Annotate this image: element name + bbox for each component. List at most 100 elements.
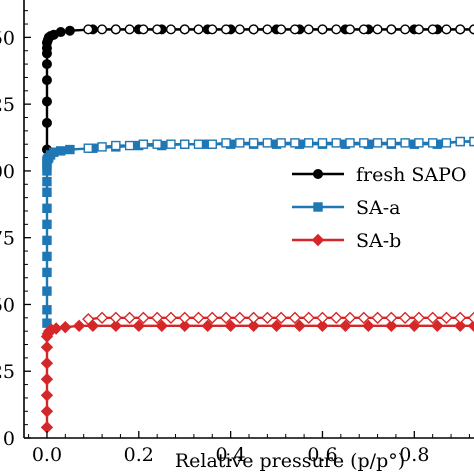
series-1-desorption-point bbox=[358, 24, 369, 35]
series-3-adsorption-point bbox=[408, 319, 421, 333]
series-1-desorption-point bbox=[152, 24, 163, 35]
series-3-desorption-point bbox=[219, 311, 233, 325]
series-1 bbox=[41, 24, 474, 155]
series-3-desorption-point bbox=[247, 311, 260, 325]
series-3-adsorption-point bbox=[40, 357, 54, 370]
series-3-adsorption-point bbox=[109, 319, 123, 333]
series-3-desorption-point bbox=[192, 311, 205, 325]
series-1-desorption-point bbox=[427, 24, 438, 35]
series-3-desorption-point bbox=[316, 311, 329, 325]
series-2-desorption-point bbox=[248, 138, 259, 148]
series-2-desorption-point bbox=[400, 138, 410, 148]
legend: fresh SAPO SA-a SA-b bbox=[292, 164, 466, 252]
series-3-desorption-point bbox=[288, 311, 302, 325]
series-3-desorption-point bbox=[467, 311, 474, 325]
series-1-desorption-point bbox=[331, 24, 342, 35]
series-3-desorption-point bbox=[302, 311, 315, 325]
series-1-desorption-point bbox=[179, 24, 190, 35]
x-tick-label: 0.4 bbox=[216, 444, 246, 466]
series-1-adsorption-point bbox=[55, 27, 66, 38]
series-3-desorption-point bbox=[398, 311, 412, 325]
series-2 bbox=[42, 136, 474, 328]
series-3-adsorption-line bbox=[45, 324, 474, 428]
series-2-adsorption-point bbox=[56, 146, 66, 156]
y-tick-label: 150 bbox=[0, 27, 15, 49]
x-axis-label: Relative pressure (p/p°) bbox=[175, 450, 405, 472]
series-2-desorption-point bbox=[207, 139, 217, 149]
series-2-adsorption-point bbox=[42, 286, 52, 296]
axes-layer bbox=[23, 0, 474, 439]
ticks-layer: 0.0 0.2 0.4 0.6 0.8 0 25 50 75 100 125 150 bbox=[0, 10, 470, 466]
series-3-adsorption-point bbox=[293, 319, 306, 333]
series-3-adsorption-point bbox=[40, 421, 54, 434]
series-layer bbox=[40, 24, 474, 434]
series-1-desorption-point bbox=[276, 24, 287, 35]
series-3-adsorption-point bbox=[247, 319, 260, 333]
series-3-adsorption-point bbox=[224, 319, 237, 333]
y-tick-label: 125 bbox=[0, 94, 15, 116]
series-3-adsorption-point bbox=[40, 341, 54, 354]
series-2-desorption-point bbox=[166, 139, 176, 149]
series-3-desorption-point bbox=[454, 311, 467, 325]
series-3-desorption-point bbox=[426, 311, 439, 325]
series-3-adsorption-point bbox=[454, 319, 467, 333]
series-3-desorption-point bbox=[206, 311, 219, 325]
series-2-desorption-point bbox=[235, 138, 245, 148]
series-3-desorption-point bbox=[95, 311, 109, 325]
series-3-adsorption-point bbox=[132, 319, 145, 333]
x-tick-label: 0.8 bbox=[399, 444, 429, 466]
series-3-desorption-point bbox=[371, 311, 384, 325]
series-3-desorption-point bbox=[137, 311, 150, 325]
series-1-desorption-point bbox=[193, 24, 204, 35]
series-1-desorption-point bbox=[165, 24, 176, 35]
series-1-adsorption-point bbox=[41, 96, 52, 107]
series-2-desorption-point bbox=[262, 138, 273, 148]
series-3-adsorption-point bbox=[72, 319, 86, 333]
series-2-desorption-point bbox=[441, 138, 452, 148]
series-3-desorption-point bbox=[385, 311, 398, 325]
series-2-adsorption-point bbox=[42, 203, 52, 214]
series-2-desorption-point bbox=[414, 138, 424, 148]
series-3-desorption-point bbox=[412, 311, 426, 325]
series-1-desorption-point bbox=[400, 24, 411, 35]
series-1-desorption-point bbox=[413, 24, 424, 35]
series-3-adsorption-point bbox=[40, 405, 54, 418]
legend-label: SA-b bbox=[356, 230, 401, 252]
series-2-desorption-point bbox=[138, 139, 149, 149]
series-2-adsorption-point bbox=[42, 318, 52, 328]
legend-marker bbox=[313, 202, 323, 212]
series-3-desorption-point bbox=[357, 311, 370, 325]
legend-label: fresh SAPO bbox=[356, 164, 466, 186]
series-2-desorption-point bbox=[124, 140, 135, 151]
series-1-desorption-point bbox=[455, 24, 466, 35]
series-1-adsorption-point bbox=[41, 75, 52, 86]
series-1-desorption-point bbox=[248, 24, 259, 35]
x-tick-label: 0.0 bbox=[32, 444, 62, 466]
y-tick-label: 0 bbox=[3, 428, 15, 450]
series-3-adsorption-point bbox=[467, 319, 474, 333]
legend-entry: fresh SAPO bbox=[292, 164, 466, 186]
series-1-desorption-point bbox=[234, 24, 245, 35]
series-2-adsorption-point bbox=[42, 305, 52, 315]
series-3-desorption-point bbox=[178, 311, 191, 325]
series-2-desorption-point bbox=[152, 139, 162, 149]
series-2-desorption-point bbox=[290, 138, 300, 148]
legend-label: SA-a bbox=[356, 197, 401, 219]
series-2-desorption-point bbox=[97, 142, 107, 152]
series-3-adsorption-point bbox=[339, 319, 352, 333]
series-3-adsorption-point bbox=[362, 319, 375, 333]
legend-entry: SA-a bbox=[292, 197, 401, 219]
series-2-desorption-point bbox=[331, 138, 341, 148]
series-3-adsorption-point bbox=[431, 319, 444, 333]
series-1-adsorption-point bbox=[41, 117, 52, 128]
series-2-desorption-point bbox=[427, 138, 438, 148]
x-tick-label: 0.2 bbox=[124, 444, 154, 466]
series-3-desorption-point bbox=[330, 311, 343, 325]
series-1-desorption-point bbox=[124, 24, 135, 35]
series-2-desorption-point bbox=[345, 138, 355, 148]
series-1-desorption-point bbox=[221, 24, 232, 35]
series-3-adsorption-point bbox=[40, 373, 54, 386]
series-3-desorption-point bbox=[82, 312, 95, 326]
y-tick-label: 75 bbox=[0, 228, 15, 250]
legend-marker bbox=[313, 168, 324, 179]
